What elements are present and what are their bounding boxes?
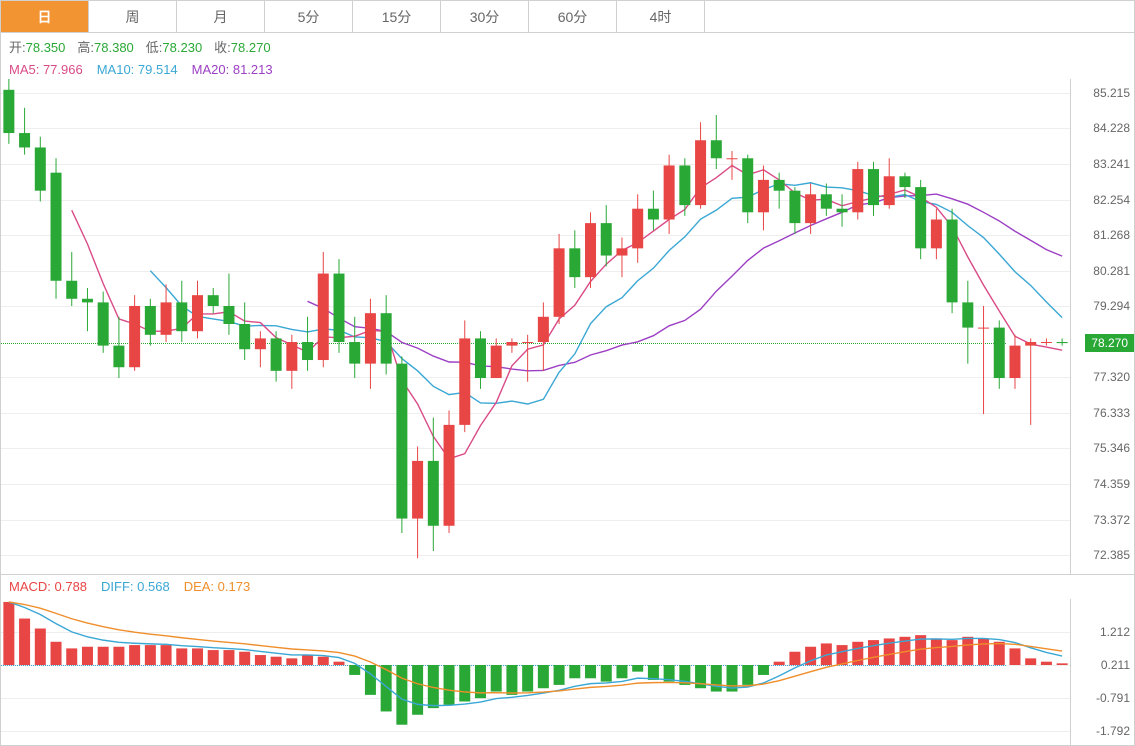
candlestick-chart[interactable]: 85.215 84.228 83.241 82.254 81.268 80.281 79.2… [1,79,1134,575]
ytick: 85.215 [1093,86,1130,100]
high-label: 高: [77,40,94,55]
ytick: 77.320 [1093,370,1130,384]
timeframe-tabs: 日周月5分15分30分60分4时 [1,1,1134,33]
tab-7[interactable]: 4时 [617,1,705,32]
tab-6[interactable]: 60分 [529,1,617,32]
ytick: 82.254 [1093,193,1130,207]
open-value: 78.350 [26,40,66,55]
ma-item: MA20: 81.213 [192,62,273,77]
ma-item: MA10: 79.514 [97,62,178,77]
low-label: 低: [146,40,163,55]
ytick: 74.359 [1093,477,1130,491]
price-plot [1,79,1070,574]
low-value: 78.230 [162,40,202,55]
macd-item: DIFF: 0.568 [101,579,170,594]
macd-item: MACD: 0.788 [9,579,87,594]
tab-4[interactable]: 15分 [353,1,441,32]
chart-area: 开:78.350 高:78.380 低:78.230 收:78.270 MA5:… [1,33,1134,745]
open-label: 开: [9,40,26,55]
tab-5[interactable]: 30分 [441,1,529,32]
tab-3[interactable]: 5分 [265,1,353,32]
ohlc-info: 开:78.350 高:78.380 低:78.230 收:78.270 [1,33,1134,60]
ma-item: MA5: 77.966 [9,62,83,77]
chart-container: 日周月5分15分30分60分4时 开:78.350 高:78.380 低:78.… [0,0,1135,746]
ytick: 73.372 [1093,513,1130,527]
ytick: 81.268 [1093,228,1130,242]
ma-info: MA5: 77.966 MA10: 79.514 MA20: 81.213 [1,60,1134,79]
tab-0[interactable]: 日 [1,1,89,32]
ytick: 76.333 [1093,406,1130,420]
ytick: 72.385 [1093,548,1130,562]
macd-item: DEA: 0.173 [184,579,251,594]
ytick: 84.228 [1093,121,1130,135]
ytick: 79.294 [1093,299,1130,313]
macd-plot [1,599,1070,745]
ytick: 80.281 [1093,264,1130,278]
macd-panel[interactable]: MACD: 0.788 DIFF: 0.568 DEA: 0.173 1.2120.… [1,575,1134,745]
high-value: 78.380 [94,40,134,55]
macd-info: MACD: 0.788 DIFF: 0.568 DEA: 0.173 [1,575,1134,598]
close-value: 78.270 [231,40,271,55]
close-label: 收: [214,40,231,55]
macd-yaxis: 1.2120.211-0.791-1.792 [1070,599,1134,745]
tab-1[interactable]: 周 [89,1,177,32]
ytick: 78.270 [1085,334,1134,352]
tab-2[interactable]: 月 [177,1,265,32]
ytick: 83.241 [1093,157,1130,171]
ytick: 75.346 [1093,441,1130,455]
price-yaxis: 85.215 84.228 83.241 82.254 81.268 80.281 79.2… [1070,79,1134,574]
